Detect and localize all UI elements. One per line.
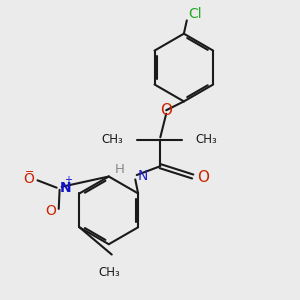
- Text: Cl: Cl: [188, 7, 202, 21]
- Text: CH₃: CH₃: [102, 133, 124, 146]
- Text: N: N: [60, 181, 71, 195]
- Text: CH₃: CH₃: [196, 133, 217, 146]
- Text: −: −: [25, 167, 34, 177]
- Text: O: O: [23, 172, 34, 186]
- Text: O: O: [197, 170, 209, 185]
- Text: N: N: [138, 169, 148, 184]
- Text: O: O: [160, 103, 172, 118]
- Text: H: H: [115, 163, 125, 176]
- Text: O: O: [45, 204, 56, 218]
- Text: CH₃: CH₃: [98, 266, 120, 279]
- Text: +: +: [64, 175, 72, 185]
